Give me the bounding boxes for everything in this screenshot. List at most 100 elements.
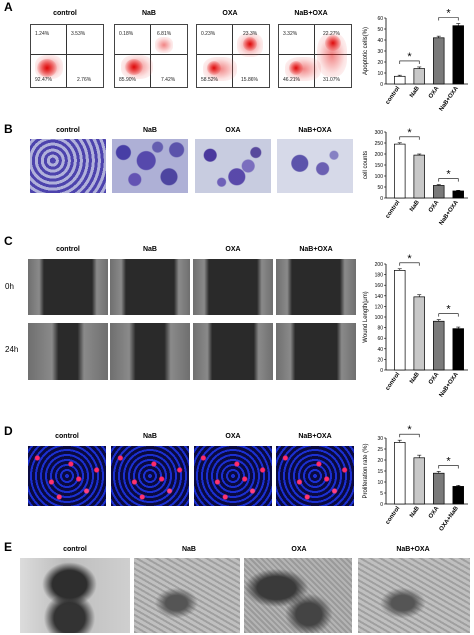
- group-label-nab-oxa-b: NaB+OXA: [298, 127, 332, 134]
- bar-control: [394, 75, 406, 85]
- wound-image-nab-0h: [110, 259, 190, 315]
- quadrant-lr: 7.42%: [161, 77, 176, 83]
- group-label-oxa-e: OXA: [291, 546, 307, 553]
- quadrant-ll: 85.90%: [119, 77, 136, 83]
- bar-oxa: [433, 320, 445, 371]
- x-tick-label: NaB: [409, 199, 421, 213]
- x-tick-label: NaB+OXA: [439, 199, 461, 226]
- x-tick-label: NaB+OXA: [439, 371, 461, 398]
- y-tick-label: 300: [375, 130, 384, 136]
- transwell-image-nab-oxa: [277, 139, 353, 193]
- x-tick-label: OXA: [428, 199, 441, 214]
- quadrant-ur: 23.3%: [243, 31, 258, 37]
- x-tick-label: OXA+NaB: [439, 505, 461, 532]
- tem-image-oxa: [244, 558, 352, 633]
- y-tick-label: 160: [375, 283, 384, 289]
- wound-image-nab-24h: [110, 323, 190, 380]
- y-tick-label: 200: [375, 262, 384, 268]
- significance-star: *: [407, 424, 412, 436]
- group-label-nab-e: NaB: [181, 546, 196, 553]
- x-tick-label: NaB: [409, 505, 421, 519]
- y-axis-label: Wound Length(μm): [363, 291, 369, 342]
- y-tick-label: 60: [377, 16, 383, 22]
- group-label-nab-a: NaB: [141, 10, 156, 17]
- bar-nab-oxa: [452, 190, 464, 199]
- fluorescence-image-oxa: [194, 446, 272, 506]
- bar-nab: [413, 296, 425, 371]
- y-tick-label: 200: [375, 152, 384, 158]
- significance-star: *: [407, 51, 412, 63]
- group-label-control-a: control: [53, 10, 77, 17]
- flow-plot-nab: 0.18% 6.81% 85.90% 7.42%: [114, 24, 188, 88]
- significance-bracket: [438, 313, 459, 317]
- chart-apoptosis: 0 10 20 30 40 50 60 Apoptotic cells(%) control Na…: [363, 8, 468, 113]
- x-tick-label: NaB: [409, 371, 421, 385]
- quadrant-ul: 0.18%: [119, 31, 134, 37]
- wound-image-control-0h: [28, 259, 108, 315]
- y-tick-label: 25: [377, 447, 383, 453]
- significance-star: *: [446, 8, 451, 20]
- y-tick-label: 20: [377, 357, 383, 363]
- y-tick-label: 15: [377, 469, 383, 475]
- x-tick-label: OXA: [428, 371, 441, 386]
- significance-star: *: [407, 253, 412, 265]
- fluorescence-image-nab-oxa: [276, 446, 354, 506]
- y-tick-label: 10: [377, 71, 383, 77]
- significance-star: *: [407, 127, 412, 139]
- y-tick-label: 30: [377, 49, 383, 55]
- wound-image-control-24h: [28, 323, 108, 380]
- y-tick-label: 20: [377, 458, 383, 464]
- bar-oxa-nab: [452, 486, 464, 505]
- quadrant-ll: 58.52%: [201, 77, 218, 83]
- group-label-nab-oxa-c: NaB+OXA: [299, 246, 333, 253]
- y-tick-label: 180: [375, 273, 384, 279]
- significance-bracket: [399, 60, 420, 64]
- significance-bracket: [438, 465, 459, 469]
- panel-label-d: D: [4, 424, 13, 438]
- quadrant-lr: 31.07%: [323, 77, 340, 83]
- row-label-24h: 24h: [5, 345, 19, 354]
- flow-plot-oxa: 0.23% 23.3% 58.52% 15.86%: [196, 24, 270, 88]
- tem-image-nab: [134, 558, 240, 633]
- y-tick-label: 20: [377, 60, 383, 66]
- y-tick-label: 50: [377, 27, 383, 33]
- significance-star: *: [446, 455, 451, 467]
- y-tick-label: 40: [377, 38, 383, 44]
- y-tick-label: 100: [375, 315, 384, 321]
- quadrant-ur: 3.53%: [71, 31, 86, 37]
- y-axis-label: cell counts: [363, 151, 369, 179]
- group-label-nab-oxa-a: NaB+OXA: [294, 10, 328, 17]
- group-label-oxa-c: OXA: [225, 246, 241, 253]
- y-tick-label: 0: [380, 502, 383, 508]
- group-label-oxa-b: OXA: [225, 127, 241, 134]
- x-tick-label: control: [385, 505, 402, 525]
- y-tick-label: 60: [377, 336, 383, 342]
- group-label-control-e: control: [63, 546, 87, 553]
- x-tick-label: NaB+OXA: [439, 85, 461, 112]
- group-label-nab-c: NaB: [142, 246, 157, 253]
- bar-control: [394, 270, 406, 371]
- tem-image-nab-oxa: [358, 558, 470, 633]
- significance-bracket: [399, 262, 420, 266]
- y-tick-label: 50: [377, 185, 383, 191]
- panel-label-c: C: [4, 234, 13, 248]
- quadrant-ul: 0.23%: [201, 31, 216, 37]
- y-tick-label: 10: [377, 480, 383, 486]
- significance-bracket: [399, 136, 420, 140]
- flow-plot-nab-oxa: 3.32% 22.27% 46.21% 31.07%: [278, 24, 352, 88]
- fluorescence-image-control: [28, 446, 106, 506]
- panel-label-b: B: [4, 122, 13, 136]
- row-label-0h: 0h: [5, 282, 14, 291]
- bar-nab-oxa: [452, 328, 464, 371]
- wound-image-oxa-24h: [193, 323, 273, 380]
- quadrant-lr: 15.86%: [241, 77, 258, 83]
- bar-nab: [413, 457, 425, 505]
- group-label-nab-oxa-e: NaB+OXA: [396, 546, 430, 553]
- y-tick-label: 0: [380, 368, 383, 374]
- y-tick-label: 80: [377, 326, 383, 332]
- x-tick-label: control: [385, 85, 402, 105]
- transwell-image-oxa: [195, 139, 271, 193]
- tem-image-control: [20, 558, 130, 633]
- wound-image-nab-oxa-24h: [276, 323, 356, 380]
- y-tick-label: 150: [375, 163, 384, 169]
